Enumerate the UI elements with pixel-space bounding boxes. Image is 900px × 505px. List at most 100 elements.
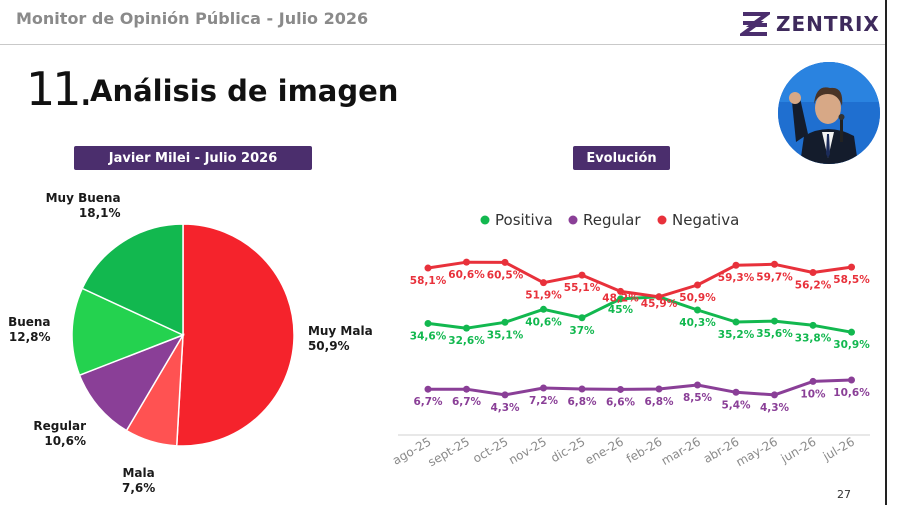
series-line-negativa [427,260,852,299]
report-title: Monitor de Opinión Pública - Julio 2026 [16,9,369,28]
data-label-regular: 6,7% [452,396,482,408]
data-point-positiva [463,324,470,332]
legend-label-negativa: Negativa [672,211,739,229]
data-label-positiva: 30,9% [833,339,870,351]
data-label-regular: 5,4% [721,399,751,411]
data-label-negativa: 60,6% [448,269,485,281]
pie-label-muy-mala: Muy Mala 50,9% [308,324,373,354]
page-number: 27 [837,488,851,501]
pie-slice-buena [71,287,185,377]
series-negativa: 58,1% 60,6% 60,5%51,9%55,1%48,2% 45,9% 50,9%… [410,258,870,310]
data-point-negativa [732,261,740,269]
legend-marker-negativa [657,215,667,225]
data-point-negativa [578,271,586,279]
data-label-positiva: 33,8% [795,332,832,344]
pie-label-value: 18,1% [78,206,121,221]
data-label-negativa: 59,7% [756,271,793,283]
data-label-negativa: 56,2% [795,280,832,292]
data-label-regular: 10,6% [833,387,870,399]
right-edge-divider [885,0,887,505]
logo-text: ZENTRIX [776,12,880,36]
pie-label-name: Buena [8,315,51,330]
data-point-regular [694,381,701,389]
avatar [778,62,880,164]
pie-chart [71,223,295,447]
data-point-positiva [578,314,586,322]
data-label-positiva: 37% [569,325,595,337]
x-tick-label: oct-25 [470,434,510,465]
data-point-regular [501,391,509,399]
pie-slice-regular [78,333,185,432]
data-point-positiva [694,306,701,314]
data-point-regular [424,385,432,393]
legend-label-positiva: Positiva [495,211,553,229]
pie-label-value: 12,8% [8,330,51,345]
data-point-regular [617,385,624,393]
data-label-regular: 6,8% [567,396,597,408]
line-chart-title: Evolución [573,146,670,170]
data-label-regular: 10% [800,388,826,400]
data-label-regular: 6,7% [413,396,443,408]
data-point-negativa [848,263,855,271]
x-tick-label: jul-26 [820,434,857,464]
x-tick-label: feb-26 [624,434,665,466]
data-point-positiva [424,319,432,327]
data-point-positiva [617,295,624,303]
data-point-negativa [655,293,663,301]
legend-marker-positiva [480,215,490,225]
data-label-negativa: 59,3% [718,272,755,284]
x-tick-label: ago-25 [390,434,433,467]
data-point-regular [540,384,547,392]
x-tick-label: mar-26 [659,434,703,468]
pie-label-name: Mala [122,466,155,481]
data-label-negativa: 60,5% [487,269,524,281]
series-positiva: 34,6% 32,6% 35,1%40,6% 37% 45% 40,3%35,2% 35,6… [410,293,870,351]
section-title: Análisis de imagen [90,74,399,108]
data-point-positiva [732,318,740,326]
data-label-positiva: 35,6% [756,328,793,340]
x-tick-label: jun-26 [778,434,819,466]
top-bar: Monitor de Opinión Pública - Julio 2026 … [0,0,900,46]
data-label-positiva: 40,6% [525,316,562,328]
data-label-positiva: 32,6% [448,335,485,347]
x-tick-label: ene-26 [583,434,626,467]
legend-marker-regular [568,215,578,225]
x-tick-label: dic-25 [548,434,587,465]
data-point-regular [848,376,855,384]
data-point-negativa [463,258,470,266]
series-regular: 6,7% 6,7% 4,3% 7,2% 6,8% 6,6% 6,8% 8,5% 5,4% 4,3%… [413,376,870,414]
data-label-positiva: 35,1% [487,329,524,341]
data-label-negativa: 45,9% [641,298,678,310]
pie-label-name: Muy Mala [307,324,373,339]
data-label-negativa: 58,1% [410,275,447,287]
pie-chart-title: Javier Milei - Julio 2026 [74,146,312,170]
data-label-regular: 4,3% [760,402,790,414]
data-point-regular [732,388,740,396]
data-point-regular [578,385,586,393]
data-point-regular [655,385,663,393]
data-point-positiva [501,318,509,326]
section-number-value: 11 [26,62,82,116]
series-line-regular [428,378,852,397]
legend: Positiva Regular Negativa [480,211,739,229]
header-divider [0,44,885,45]
zentrix-logo-icon [740,12,770,36]
data-point-regular [463,385,470,393]
data-label-positiva: 35,2% [718,329,755,341]
data-label-negativa: 51,9% [525,290,562,302]
data-label-negativa: 58,5% [833,274,870,286]
section-number: 11. [26,62,93,116]
pie-slice-muy-buena [81,223,184,337]
data-label-positiva: 40,3% [679,317,716,329]
data-label-negativa: 50,9% [679,292,716,304]
pie-label-mala: Mala 7,6% [122,466,155,496]
data-point-positiva [540,305,547,313]
data-point-negativa [694,281,701,289]
x-tick-label: may-26 [734,434,780,469]
data-point-negativa [424,264,432,272]
data-label-regular: 8,5% [683,392,713,404]
x-tick-label: nov-25 [506,434,549,467]
pie-label-value: 10,6% [44,433,86,448]
data-point-negativa [617,287,624,295]
